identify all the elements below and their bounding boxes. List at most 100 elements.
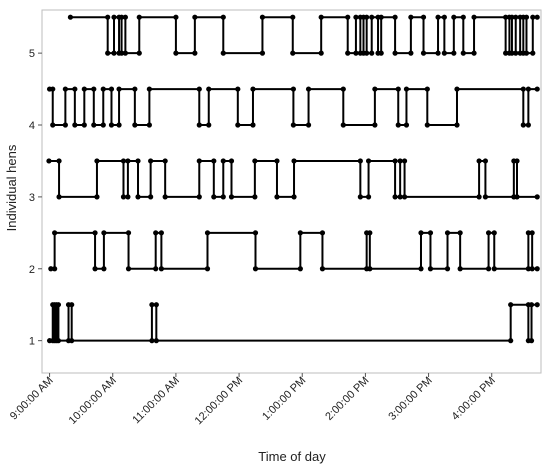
data-point [55,338,62,344]
data-point [69,338,75,344]
data-point [513,50,519,56]
data-point [457,266,463,272]
data-point [118,50,125,56]
series-hen-4 [46,86,540,128]
x-tick-label: 2:00:00 PM [323,375,371,423]
data-point [523,50,530,56]
data-point [491,266,497,272]
data-point [520,86,526,92]
data-point [196,158,202,164]
data-point [101,266,107,272]
data-point [403,122,410,128]
data-point [514,194,520,200]
data-point [485,230,492,236]
data-point [528,338,535,344]
data-point [395,122,401,128]
data-point [196,194,202,200]
data-point [48,266,54,272]
data-point [397,158,403,164]
plot-frame [41,9,542,374]
data-point [46,158,52,164]
data-point [108,86,115,92]
data-point [290,86,296,92]
data-point [435,14,441,20]
data-point [153,266,159,272]
series-line [48,159,538,198]
data-point [111,14,117,20]
data-point [220,14,226,20]
data-point [378,14,384,20]
data-point [101,230,107,236]
data-point [365,158,372,164]
data-point [146,86,152,92]
data-point [250,86,256,92]
data-point [525,266,531,272]
data-point [72,122,78,128]
x-axis-title: Time of day [258,449,326,464]
data-point [367,266,373,272]
data-point [132,86,138,92]
data-point [274,194,280,200]
series-hen-5 [67,14,540,56]
data-point [427,230,434,236]
data-point [369,14,375,20]
data-point [397,194,403,200]
data-point [153,338,159,344]
data-point [420,50,427,56]
data-point [514,158,520,164]
series-layer [46,14,540,344]
series-line [49,303,538,342]
data-point [424,86,430,92]
data-point [508,338,514,344]
data-point [173,50,179,56]
data-point [105,14,111,20]
data-point [460,50,466,56]
data-point [252,266,259,272]
data-point [111,50,117,56]
data-point [122,50,128,56]
data-point [392,194,398,200]
y-axis-title: Individual hens [4,144,19,231]
data-point [365,194,372,200]
data-point [153,302,159,308]
data-point [56,158,62,164]
data-point [235,86,241,92]
data-point [318,50,324,56]
data-point [55,302,62,308]
data-point [206,122,212,128]
data-point [204,266,211,272]
data-point [378,50,384,56]
data-point [211,194,217,200]
y-axis: 1 2 3 4 5 [29,48,42,348]
data-point [192,50,198,56]
data-point [146,122,152,128]
x-tick-label: 1:00:00 PM [260,375,308,423]
data-point [290,50,296,56]
data-point [100,86,106,92]
data-point [62,122,68,128]
data-point [392,158,398,164]
data-point [69,302,75,308]
data-point [364,14,370,20]
data-point [81,86,87,92]
data-point [401,194,408,200]
data-point [367,230,373,236]
data-point [158,266,164,272]
series-hen-3 [46,158,540,200]
data-point [120,194,127,200]
data-point [471,50,477,56]
data-point [148,194,154,200]
data-point [125,266,132,272]
data-point [530,14,536,20]
x-tick-label: 4:00:00 PM [450,375,498,423]
data-point [427,266,434,272]
data-point [530,50,536,56]
data-point [340,122,346,128]
data-point [125,194,131,200]
data-point [136,14,142,20]
data-point [196,86,202,92]
x-tick-label: 12:00:00 PM [193,375,246,428]
data-point [534,194,540,200]
data-point [444,230,451,236]
data-point [357,158,363,164]
